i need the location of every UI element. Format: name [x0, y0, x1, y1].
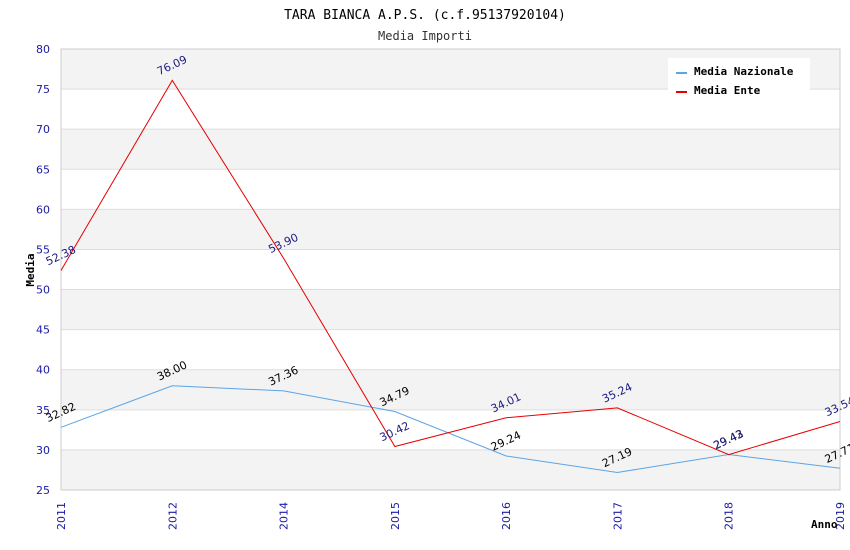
- grid-band: [61, 449, 840, 490]
- y-tick-label: 60: [36, 203, 50, 216]
- y-tick-label: 80: [36, 43, 50, 56]
- series-line-media-ente: [60, 79, 841, 456]
- x-axis: 2011 2012 2014 2015 2016 2017 2018 2019: [55, 502, 847, 530]
- grid-bands: [61, 49, 840, 490]
- y-tick-label: 45: [36, 324, 50, 337]
- x-tick-label: 2011: [55, 502, 68, 530]
- y-tick-label: 50: [36, 284, 50, 297]
- y-tick-label: 30: [36, 444, 50, 457]
- chart-subtitle: Media Importi: [378, 29, 472, 43]
- y-axis-label: Media: [24, 253, 37, 286]
- x-tick-label: 2019: [834, 502, 847, 530]
- x-tick-label: 2015: [389, 502, 402, 530]
- chart-title: TARA BIANCA A.P.S. (c.f.95137920104): [284, 8, 566, 23]
- legend-box: [668, 58, 810, 102]
- x-tick-label: 2012: [166, 502, 179, 530]
- grid-band: [61, 209, 840, 250]
- x-tick-label: 2017: [611, 502, 624, 530]
- grid-band: [61, 289, 840, 330]
- y-tick-label: 65: [36, 163, 50, 176]
- y-axis: 25 30 35 40 45 50 55 60 65 70 75 80: [36, 43, 50, 497]
- grid-lines: [61, 48, 840, 491]
- data-label: 29.42: [711, 427, 745, 452]
- grid-band: [61, 369, 840, 410]
- legend-label-media-ente: Media Ente: [694, 84, 761, 97]
- y-tick-label: 55: [36, 243, 50, 256]
- grid-band: [61, 129, 840, 170]
- x-tick-label: 2014: [278, 502, 291, 530]
- x-tick-label: 2016: [500, 502, 513, 530]
- legend-label-media-nazionale: Media Nazionale: [694, 65, 794, 78]
- y-tick-label: 35: [36, 404, 50, 417]
- x-axis-label: Anno: [811, 518, 838, 531]
- plot-area-frame: [60, 48, 841, 491]
- legend: Media Nazionale Media Ente: [668, 58, 810, 102]
- y-tick-label: 75: [36, 83, 50, 96]
- y-tick-label: 25: [36, 484, 50, 497]
- series-group: [60, 79, 841, 473]
- series-line-media-nazionale: [60, 385, 841, 473]
- data-label: 30.42: [378, 419, 412, 444]
- x-tick-label: 2018: [723, 502, 736, 530]
- y-tick-label: 40: [36, 364, 50, 377]
- y-tick-label: 70: [36, 123, 50, 136]
